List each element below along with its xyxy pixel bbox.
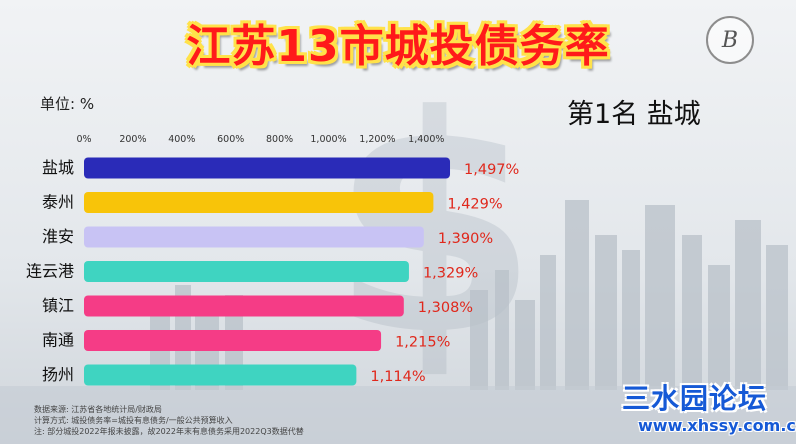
category-label: 盐城 — [42, 158, 74, 177]
value-label: 1,308% — [418, 300, 473, 316]
note-source: 数据来源: 江苏省各地统计局/财政局 — [34, 405, 162, 414]
watermark-text: 三水园论坛 — [622, 382, 768, 415]
x-tick-label: 0% — [76, 134, 91, 145]
value-label: 1,497% — [464, 162, 519, 178]
x-tick-label: 200% — [119, 134, 146, 145]
value-label: 1,329% — [423, 266, 478, 282]
x-tick-label: 1,000% — [310, 134, 346, 145]
note-remark: 注: 部分城投2022年报未披露，故2022年末有息债务采用2022Q3数据代替 — [34, 427, 304, 436]
value-label: 1,114% — [370, 369, 425, 385]
x-tick-label: 400% — [168, 134, 195, 145]
bar — [84, 261, 409, 282]
bar — [84, 157, 451, 179]
x-tick-label: 600% — [217, 134, 244, 145]
note-method: 计算方式: 城投债务率=城投有息债务/一般公共预算收入 — [34, 416, 233, 425]
bar — [84, 295, 404, 317]
category-label: 镇江 — [42, 296, 74, 315]
bar — [84, 226, 424, 248]
category-label: 淮安 — [42, 227, 74, 246]
unit-label: 单位: % — [40, 95, 95, 113]
logo-seal: B — [706, 16, 754, 64]
x-tick-label: 800% — [266, 134, 293, 145]
bar — [84, 192, 434, 213]
bar — [84, 364, 357, 386]
x-tick-label: 1,400% — [408, 134, 444, 145]
value-label: 1,390% — [438, 231, 493, 247]
category-label: 南通 — [42, 331, 74, 350]
chart-title: 江苏13市城投债务率 — [186, 21, 610, 72]
value-label: 1,215% — [395, 335, 450, 351]
category-label: 扬州 — [42, 365, 74, 384]
category-label: 泰州 — [42, 193, 74, 212]
watermark-url: www.xhssy.com.cn — [638, 416, 796, 435]
footnotes: 数据来源: 江苏省各地统计局/财政局 计算方式: 城投债务率=城投有息债务/一般… — [34, 404, 304, 437]
value-label: 1,429% — [447, 197, 502, 213]
bar — [84, 330, 382, 351]
rank-label: 第1名 盐城 — [567, 99, 701, 130]
category-label: 连云港 — [26, 262, 74, 281]
x-tick-label: 1,200% — [359, 134, 395, 145]
